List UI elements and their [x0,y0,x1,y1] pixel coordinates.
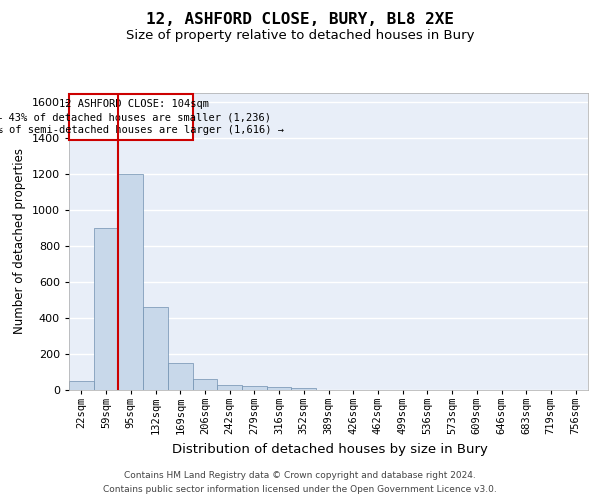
Text: Contains HM Land Registry data © Crown copyright and database right 2024.: Contains HM Land Registry data © Crown c… [124,472,476,480]
Bar [94,228,118,390]
Text: Size of property relative to detached houses in Bury: Size of property relative to detached ho… [126,29,474,42]
Bar [118,174,143,390]
Bar [70,381,94,390]
Bar [193,379,217,390]
Text: Distribution of detached houses by size in Bury: Distribution of detached houses by size … [172,444,488,456]
Bar [143,307,167,390]
Text: 12 ASHFORD CLOSE: 104sqm: 12 ASHFORD CLOSE: 104sqm [59,100,209,110]
Bar [267,388,292,390]
Bar [168,363,193,390]
Y-axis label: Number of detached properties: Number of detached properties [13,148,26,334]
Bar [292,388,316,390]
Text: Contains public sector information licensed under the Open Government Licence v3: Contains public sector information licen… [103,484,497,494]
Bar [242,386,266,390]
Text: 57% of semi-detached houses are larger (1,616) →: 57% of semi-detached houses are larger (… [0,125,284,135]
FancyBboxPatch shape [69,94,193,140]
Text: ← 43% of detached houses are smaller (1,236): ← 43% of detached houses are smaller (1,… [0,112,271,122]
Text: 12, ASHFORD CLOSE, BURY, BL8 2XE: 12, ASHFORD CLOSE, BURY, BL8 2XE [146,12,454,28]
Bar [217,384,242,390]
